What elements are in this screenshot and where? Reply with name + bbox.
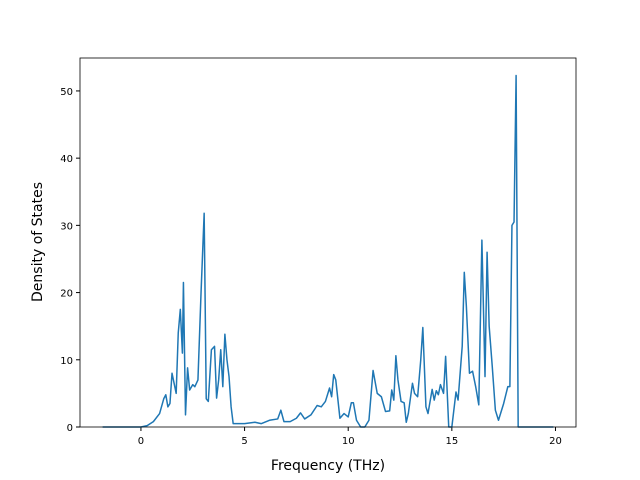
x-tick-label: 20 [549,436,562,447]
x-axis-label: Frequency (THz) [271,458,385,474]
x-tick-label: 5 [241,436,247,447]
line-series [102,74,554,428]
y-tick-label: 30 [60,221,73,232]
x-tick-label: 15 [445,436,458,447]
y-axis-label: Density of States [30,182,46,302]
x-tick-label: 0 [138,436,144,447]
y-tick-label: 10 [60,356,73,367]
y-tick-label: 0 [67,423,73,434]
y-tick-label: 20 [60,289,73,300]
y-tick-label: 40 [60,154,73,165]
y-tick-label: 50 [60,87,73,98]
x-tick-label: 10 [342,436,355,447]
axes-frame [79,57,577,428]
